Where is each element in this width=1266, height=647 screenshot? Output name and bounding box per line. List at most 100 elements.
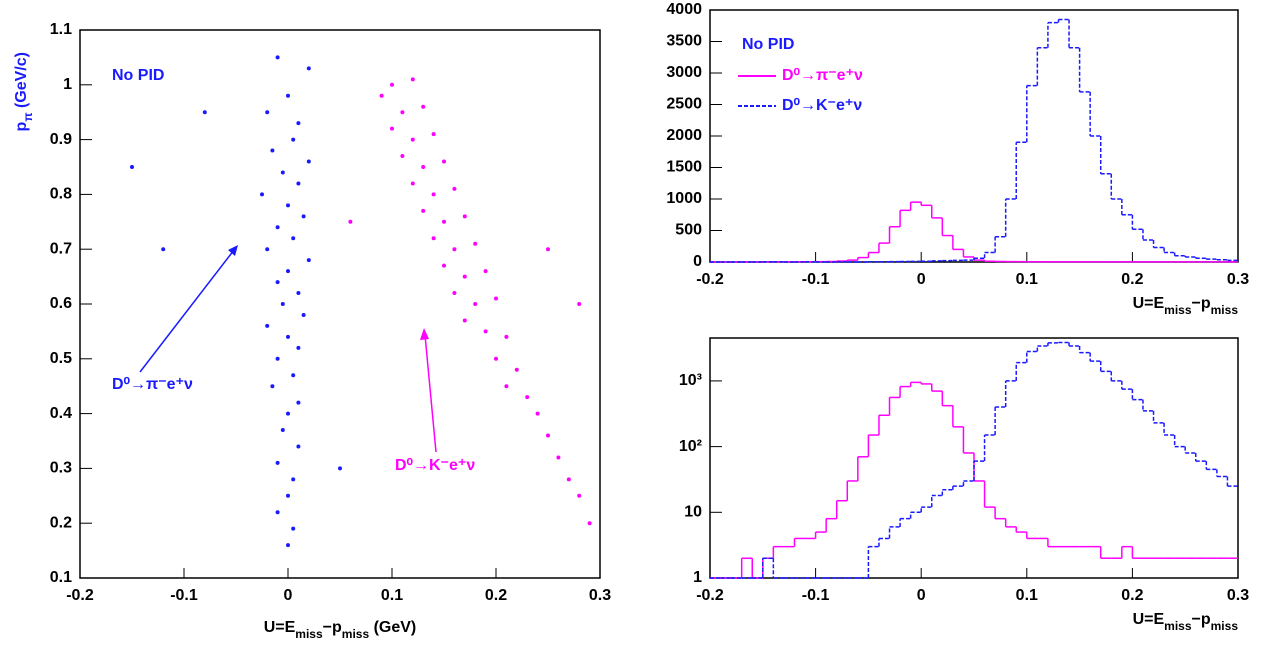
x-tick-label: 0.2 [1121, 271, 1143, 288]
x-tick-label: 0.3 [589, 587, 611, 604]
point [410, 181, 415, 186]
point [483, 329, 488, 334]
point [306, 159, 311, 164]
point [546, 247, 550, 252]
point [535, 411, 540, 416]
point [452, 291, 457, 296]
y-tick-label: 10² [679, 438, 702, 455]
point [421, 208, 426, 213]
y-tick-label: 1 [63, 76, 72, 93]
point [280, 428, 285, 433]
point [286, 493, 290, 498]
y-tick-label: 3500 [666, 33, 702, 50]
point [577, 493, 582, 498]
point [291, 236, 296, 241]
x-axis-label-part: miss [295, 627, 323, 641]
point [587, 521, 592, 526]
point [452, 186, 457, 191]
y-axis-label-part: π [21, 112, 35, 121]
y-tick-label: 0.9 [50, 131, 72, 148]
x-axis-label-part: U=E [264, 619, 296, 636]
point [286, 411, 290, 416]
plot-frame [709, 337, 1239, 579]
y-tick-label: 0.3 [50, 460, 72, 477]
y-tick-label: 1.1 [50, 21, 72, 38]
x-tick-label: 0.3 [1227, 271, 1249, 288]
y-tick-label: 10 [684, 504, 702, 521]
point [462, 318, 467, 323]
point [473, 302, 478, 306]
arrowhead [420, 328, 429, 340]
y-tick-label: 1000 [666, 190, 702, 207]
point [275, 225, 280, 230]
point [400, 154, 405, 159]
point [260, 192, 264, 197]
x-tick-label: 0.1 [1016, 271, 1038, 288]
annotation: D⁰→K⁻e⁺ν [395, 457, 475, 474]
y-tick-label: 4000 [666, 1, 702, 18]
point [390, 82, 394, 87]
x-axis-label-part: −p [1192, 295, 1211, 312]
point [270, 384, 275, 389]
point [379, 93, 384, 98]
y-tick-label: 0.7 [50, 240, 72, 257]
y-tick-label: 2500 [666, 96, 702, 113]
point [275, 55, 280, 60]
x-tick-label: 0 [917, 587, 926, 604]
point [291, 373, 296, 378]
annotation: No PID [742, 36, 794, 53]
point [473, 241, 478, 246]
point [306, 258, 311, 263]
point [301, 312, 306, 317]
point [494, 296, 498, 301]
plot-frame [79, 29, 601, 579]
point [514, 367, 519, 372]
point [504, 384, 509, 389]
point [431, 132, 436, 137]
x-axis-label-part: miss [342, 627, 370, 641]
point [348, 219, 353, 224]
point [275, 280, 280, 285]
point [275, 460, 280, 465]
y-tick-label: 0.2 [50, 514, 72, 531]
arrowhead [228, 245, 238, 256]
point [280, 302, 285, 306]
point [338, 466, 342, 471]
x-tick-label: 0.3 [1227, 587, 1249, 604]
x-axis-label: U=Emiss−pmiss (GeV) [264, 619, 417, 641]
point [286, 93, 290, 98]
legend-label: D⁰→π⁻e⁺ν [782, 67, 863, 84]
point [431, 192, 436, 197]
point [286, 334, 290, 339]
y-tick-label: 0.1 [50, 569, 72, 586]
point [296, 400, 301, 405]
y-axis-label: pπ (GeV/c) [13, 52, 35, 131]
point [556, 455, 561, 460]
point [410, 137, 415, 142]
y-tick-label: 10³ [679, 372, 702, 389]
point [483, 269, 488, 274]
point [291, 526, 296, 531]
point [270, 148, 275, 153]
x-tick-label: -0.1 [170, 587, 198, 604]
point [442, 263, 446, 268]
point [161, 247, 166, 252]
x-axis-label-part: miss [1211, 303, 1239, 317]
point [286, 543, 290, 548]
x-axis-label-part: miss [1164, 303, 1192, 317]
point [400, 110, 405, 115]
y-axis-label-part: (GeV/c) [13, 52, 30, 112]
x-tick-label: -0.2 [66, 587, 94, 604]
point [442, 159, 446, 164]
point [275, 510, 280, 515]
x-tick-label: -0.1 [802, 587, 830, 604]
point [421, 165, 426, 169]
point [442, 219, 446, 224]
y-tick-label: 2000 [666, 127, 702, 144]
point [421, 104, 426, 109]
point [280, 170, 285, 175]
point [566, 477, 571, 482]
x-tick-label: 0.2 [485, 587, 507, 604]
point [452, 247, 457, 252]
